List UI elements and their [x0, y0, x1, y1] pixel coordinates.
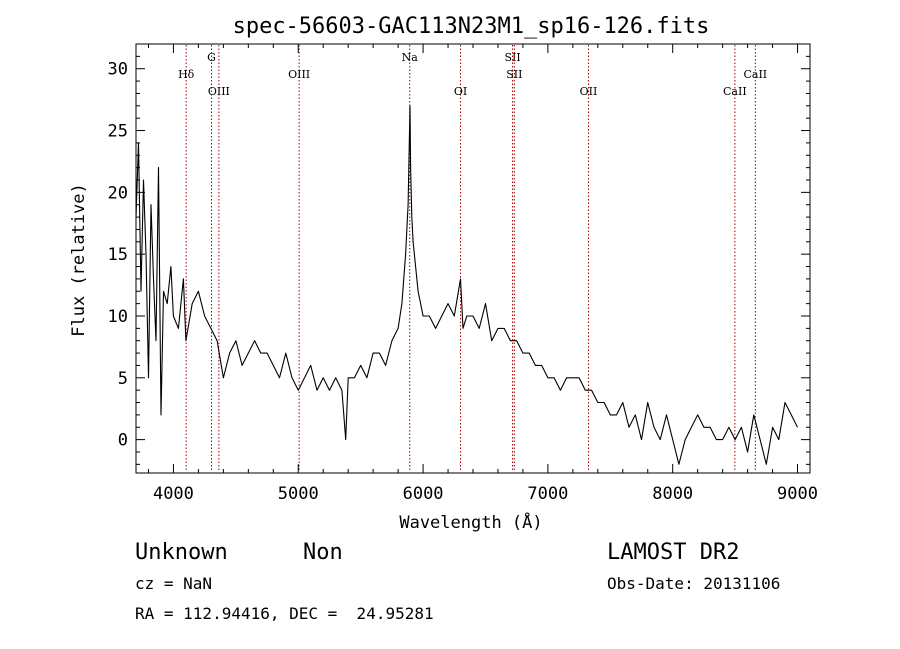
line-label-2: OIII	[208, 85, 230, 98]
x-tick-label: 7000	[527, 484, 568, 504]
obs-date: Obs-Date: 20131106	[607, 574, 781, 593]
y-tick-label: 30	[108, 60, 128, 80]
survey-name: LAMOST DR2	[607, 540, 740, 565]
line-label-1: G	[207, 51, 216, 64]
line-label-0: Hδ	[178, 68, 195, 81]
y-axis: 0 5 10 15 20 25 30	[108, 43, 810, 465]
x-axis: 4000 5000 6000 7000 8000 9000	[147, 44, 818, 504]
line-label-7: SII	[506, 68, 522, 81]
y-tick-label: 10	[108, 307, 128, 327]
spectral-lines: Hδ G OIII OIII Na OI SII SII OII CaII CaII	[178, 45, 767, 472]
line-label-8: OII	[580, 85, 598, 98]
line-label-4: Na	[402, 51, 419, 64]
line-label-10: CaII	[743, 68, 767, 81]
object-type: Unknown	[135, 540, 228, 565]
line-label-3: OIII	[288, 68, 310, 81]
x-tick-label: 6000	[403, 484, 444, 504]
series-line-0	[135, 105, 798, 465]
chart-title: spec-56603-GAC113N23M1_sp16-126.fits	[233, 14, 710, 39]
line-label-6: SII	[504, 51, 520, 64]
y-tick-label: 20	[108, 183, 128, 203]
y-tick-label: 15	[108, 245, 128, 265]
y-tick-label: 5	[118, 369, 128, 389]
x-axis-label: Wavelength (Å)	[399, 511, 542, 533]
object-subclass: Non	[303, 540, 343, 565]
x-tick-label: 8000	[652, 484, 693, 504]
redshift-cz: cz = NaN	[135, 574, 213, 593]
y-tick-label: 0	[118, 431, 128, 451]
y-tick-label: 25	[108, 122, 128, 142]
x-tick-label: 9000	[777, 484, 818, 504]
series-group	[135, 105, 798, 465]
line-label-9: CaII	[723, 85, 747, 98]
y-axis-label: Flux (relative)	[69, 183, 89, 337]
coordinates: RA = 112.94416, DEC = 24.95281	[135, 604, 434, 623]
x-tick-label: 4000	[153, 484, 194, 504]
x-tick-label: 5000	[278, 484, 319, 504]
plot-frame	[135, 43, 811, 474]
line-label-5: OI	[454, 85, 467, 98]
